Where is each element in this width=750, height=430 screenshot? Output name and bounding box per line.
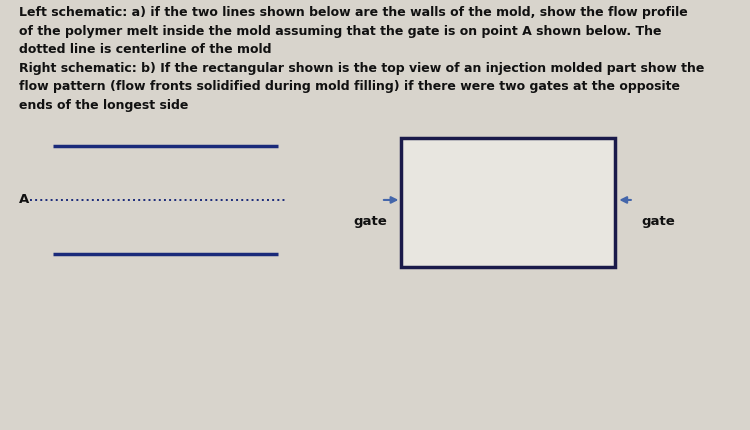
Bar [401, 138, 615, 267]
Text: A: A [19, 194, 29, 206]
Text: gate: gate [641, 215, 675, 228]
Text: gate: gate [352, 215, 387, 228]
Text: Left schematic: a) if the two lines shown below are the walls of the mold, show : Left schematic: a) if the two lines show… [19, 6, 704, 112]
